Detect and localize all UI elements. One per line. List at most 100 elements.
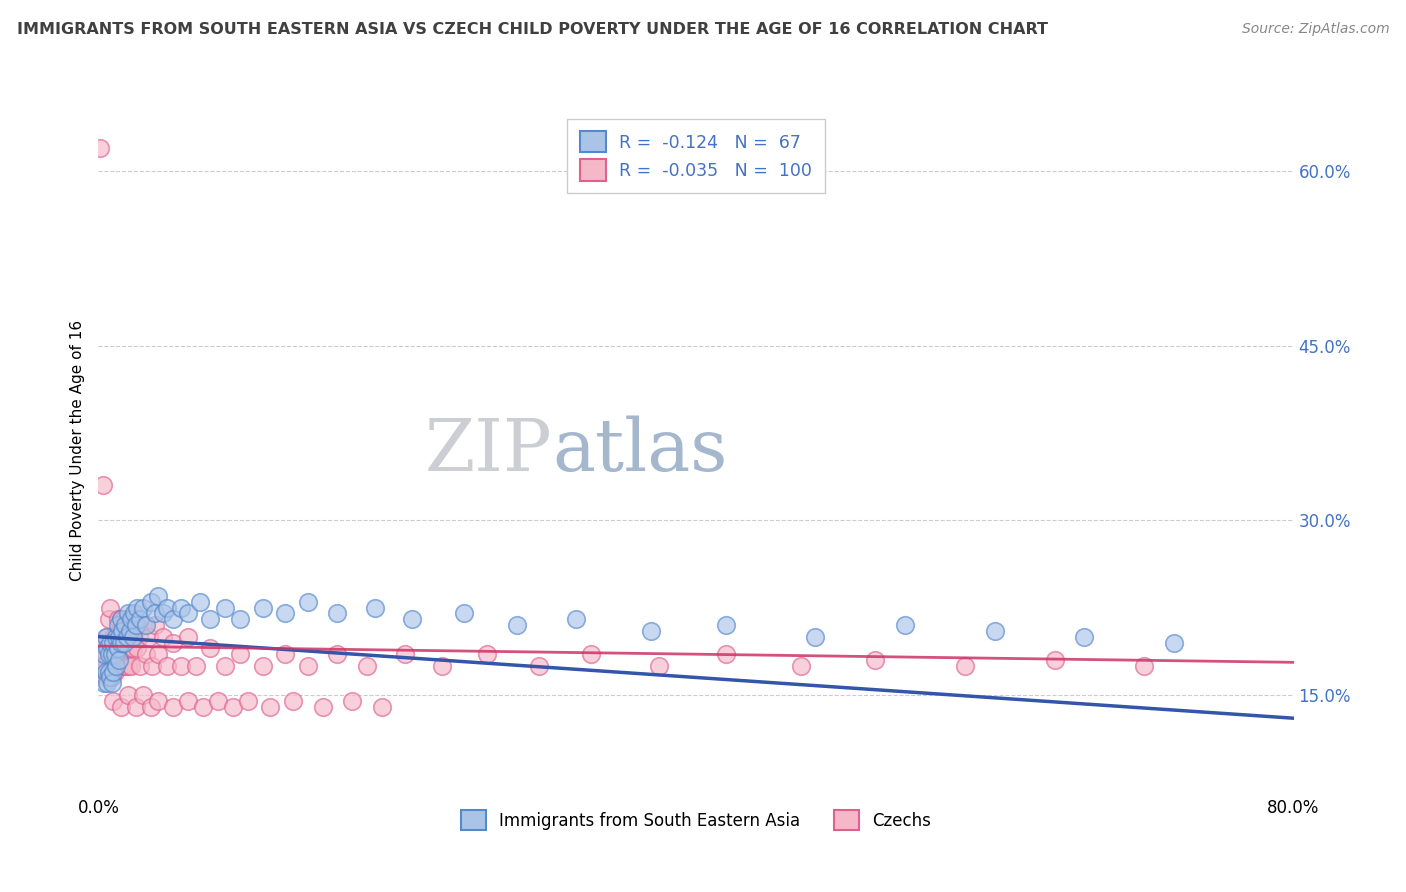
Point: [107, 618, 129, 632]
Point: [1043, 653, 1066, 667]
Point: [132, 688, 155, 702]
Point: [97, 670, 120, 684]
Point: [714, 647, 737, 661]
Point: [97, 647, 120, 661]
Point: [110, 612, 132, 626]
Point: [953, 658, 976, 673]
Point: [112, 635, 135, 649]
Point: [143, 607, 166, 621]
Point: [120, 658, 142, 673]
Point: [506, 618, 529, 632]
Point: [120, 612, 142, 626]
Point: [117, 688, 139, 702]
Point: [789, 658, 811, 673]
Point: [101, 670, 124, 684]
Point: [297, 595, 319, 609]
Point: [156, 600, 179, 615]
Point: [141, 658, 163, 673]
Point: [394, 647, 416, 661]
Point: [169, 658, 191, 673]
Point: [200, 612, 222, 626]
Text: ZIP: ZIP: [425, 415, 553, 486]
Point: [108, 630, 131, 644]
Point: [104, 641, 127, 656]
Point: [152, 630, 174, 644]
Point: [214, 600, 236, 615]
Point: [188, 595, 211, 609]
Point: [177, 607, 200, 621]
Point: [110, 635, 132, 649]
Point: [111, 658, 134, 673]
Point: [274, 647, 297, 661]
Point: [124, 607, 146, 621]
Point: [127, 600, 149, 615]
Point: [453, 607, 475, 621]
Point: [222, 699, 245, 714]
Point: [104, 665, 127, 679]
Point: [118, 612, 141, 626]
Point: [252, 600, 274, 615]
Point: [229, 612, 252, 626]
Point: [94, 647, 117, 661]
Point: [364, 600, 387, 615]
Point: [138, 630, 160, 644]
Point: [91, 658, 114, 673]
Point: [148, 589, 170, 603]
Text: IMMIGRANTS FROM SOUTH EASTERN ASIA VS CZECH CHILD POVERTY UNDER THE AGE OF 16 CO: IMMIGRANTS FROM SOUTH EASTERN ASIA VS CZ…: [17, 22, 1047, 37]
Point: [101, 647, 124, 661]
Point: [128, 630, 150, 644]
Point: [177, 630, 200, 644]
Point: [139, 595, 162, 609]
Point: [112, 641, 135, 656]
Point: [125, 699, 148, 714]
Point: [356, 658, 378, 673]
Point: [274, 607, 297, 621]
Point: [105, 658, 128, 673]
Point: [527, 658, 550, 673]
Point: [110, 699, 132, 714]
Point: [108, 658, 131, 673]
Point: [94, 630, 117, 644]
Point: [98, 670, 122, 684]
Point: [984, 624, 1007, 638]
Point: [114, 658, 136, 673]
Point: [162, 635, 184, 649]
Point: [93, 647, 115, 661]
Point: [162, 699, 184, 714]
Point: [110, 612, 132, 626]
Text: Source: ZipAtlas.com: Source: ZipAtlas.com: [1241, 22, 1389, 37]
Point: [148, 647, 170, 661]
Point: [90, 635, 112, 649]
Point: [581, 647, 603, 661]
Point: [475, 647, 498, 661]
Point: [200, 641, 222, 656]
Point: [97, 647, 120, 661]
Point: [1163, 635, 1185, 649]
Point: [114, 618, 136, 632]
Point: [207, 694, 229, 708]
Point: [804, 630, 827, 644]
Point: [112, 612, 135, 626]
Point: [129, 658, 152, 673]
Point: [103, 694, 125, 708]
Point: [103, 630, 125, 644]
Point: [311, 699, 333, 714]
Point: [115, 612, 138, 626]
Point: [96, 630, 118, 644]
Point: [326, 647, 349, 661]
Point: [108, 630, 131, 644]
Point: [865, 653, 887, 667]
Point: [342, 694, 364, 708]
Point: [103, 635, 125, 649]
Point: [91, 647, 114, 661]
Point: [129, 612, 152, 626]
Point: [103, 665, 125, 679]
Point: [98, 635, 122, 649]
Point: [152, 607, 174, 621]
Point: [96, 658, 118, 673]
Point: [162, 612, 184, 626]
Point: [135, 647, 157, 661]
Point: [98, 635, 122, 649]
Point: [191, 699, 214, 714]
Point: [107, 612, 129, 626]
